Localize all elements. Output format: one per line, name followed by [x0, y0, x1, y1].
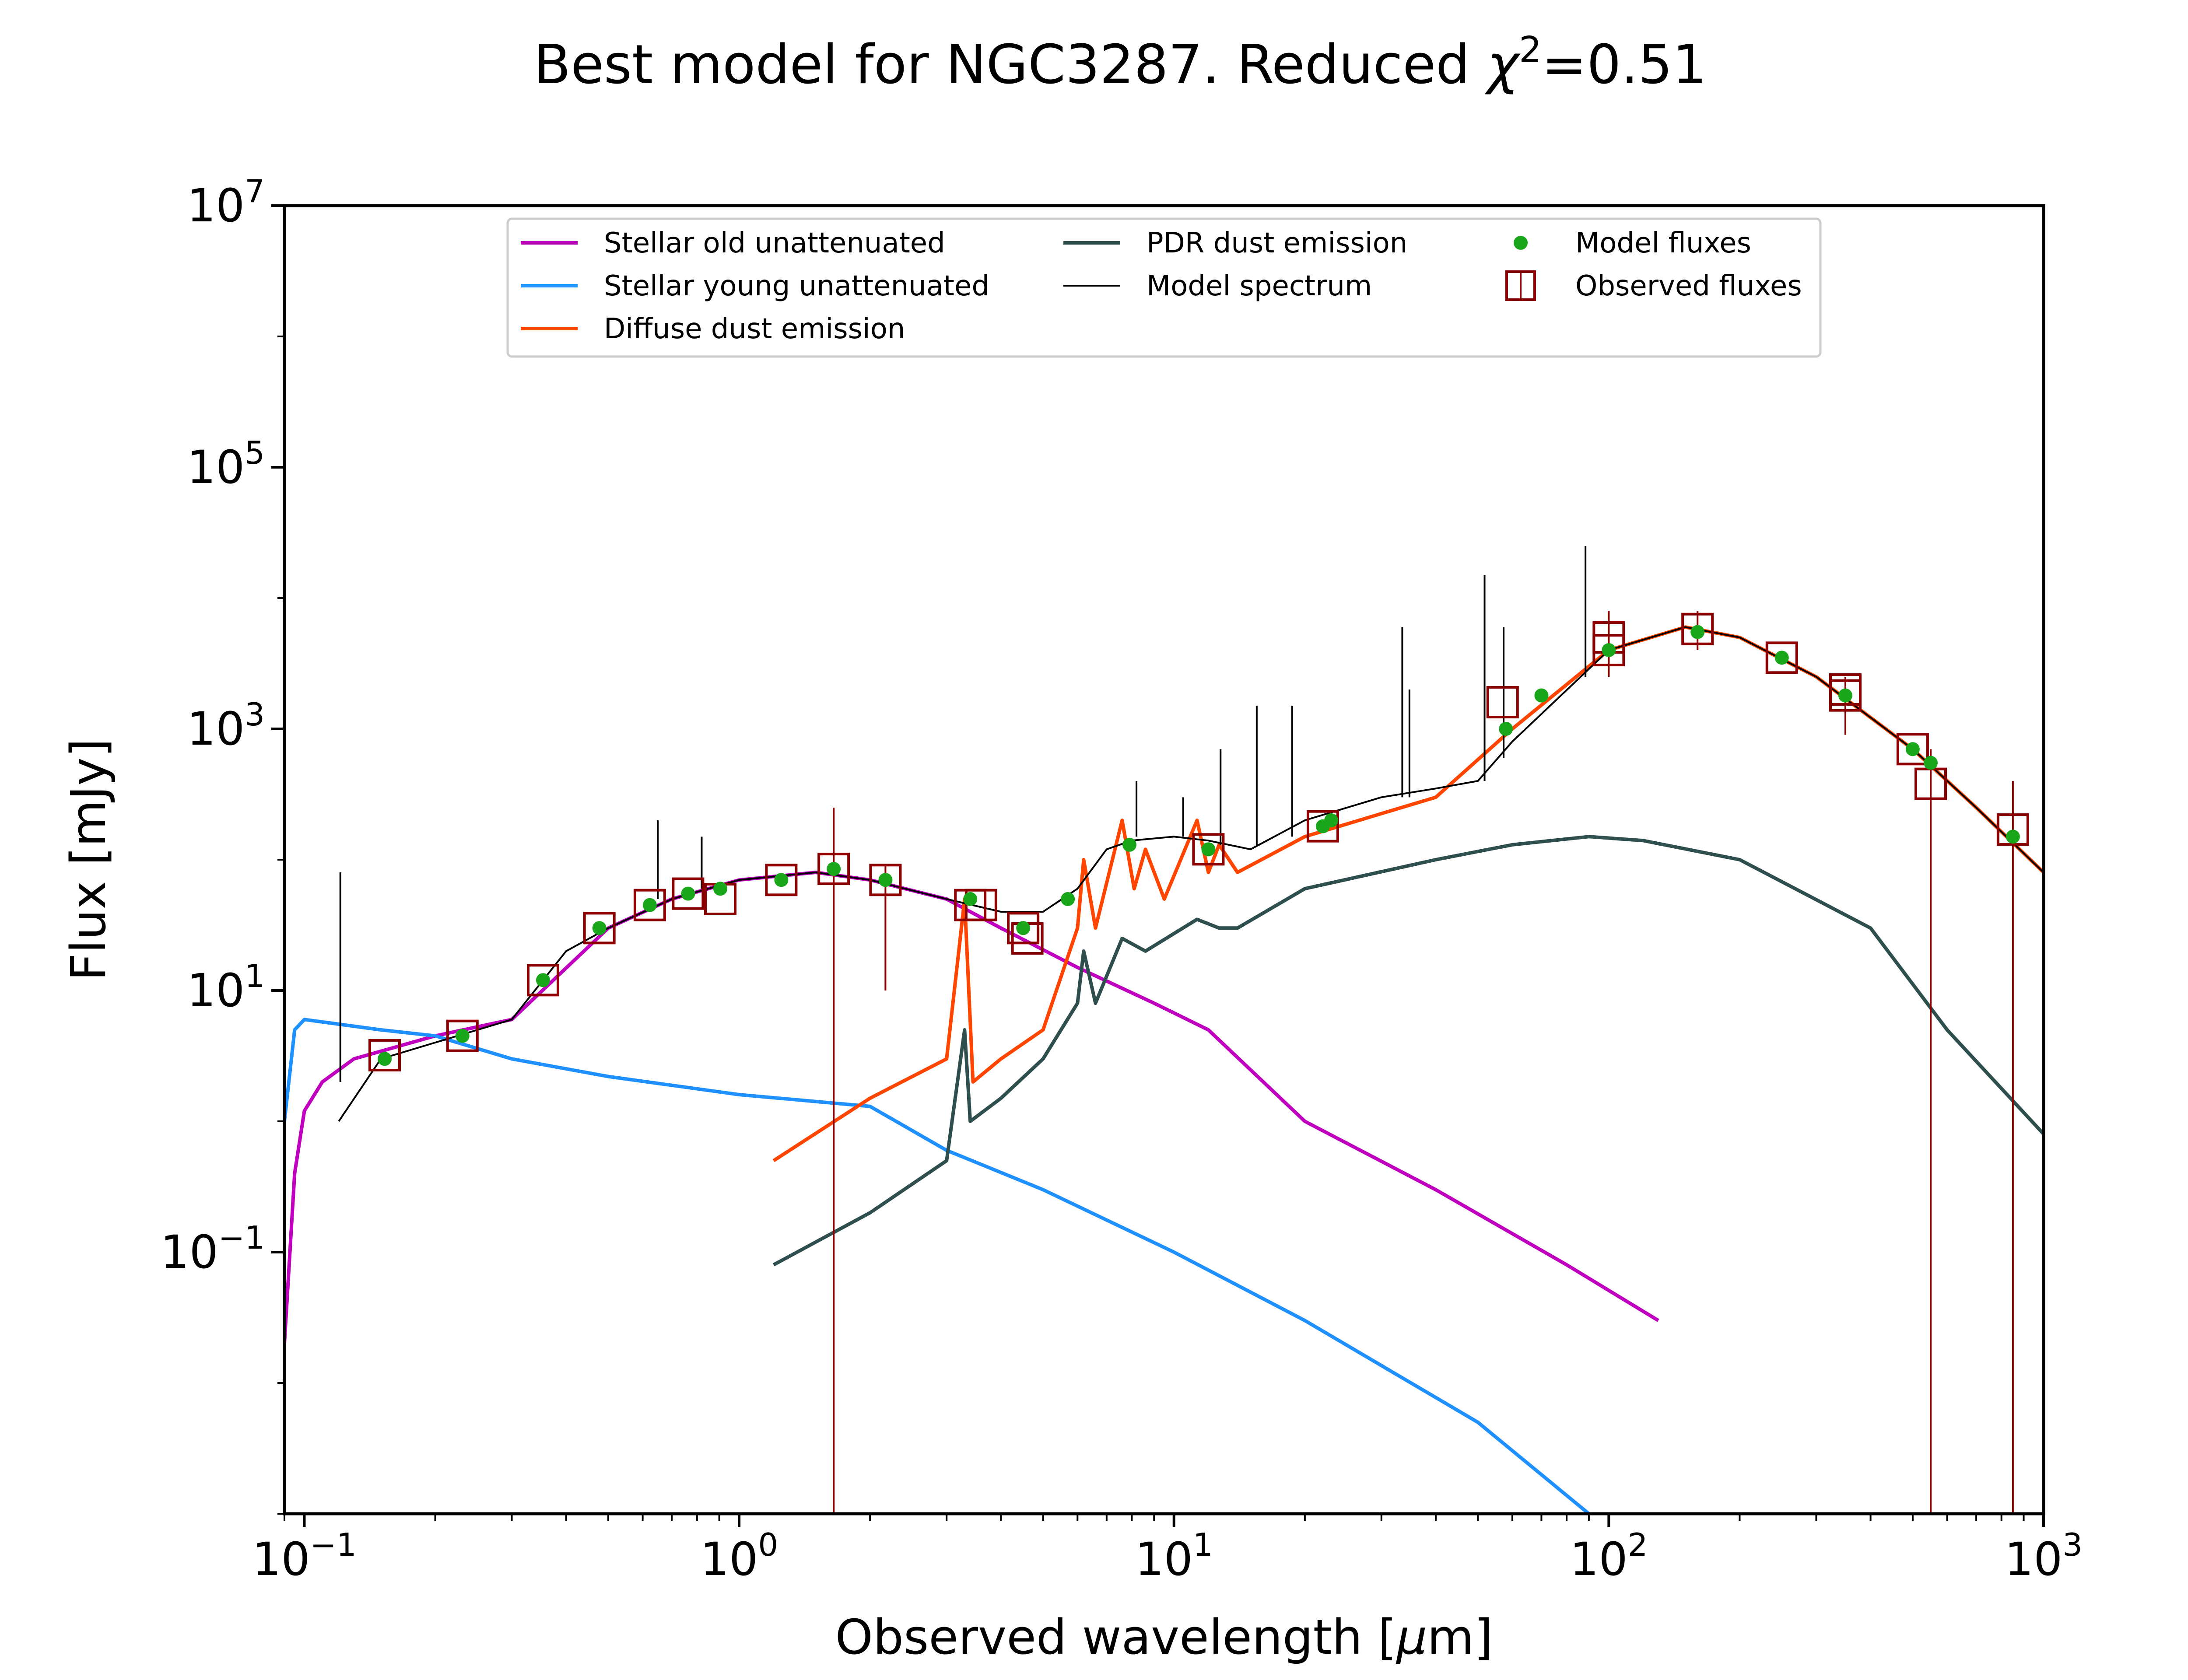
model-flux-12	[1061, 892, 1075, 906]
model-flux-19	[1602, 643, 1616, 657]
x-tick-label-1: 100	[700, 1526, 778, 1586]
model-flux-16	[1324, 813, 1339, 827]
model-flux-5	[681, 886, 695, 901]
y-tick-label-4: 107	[187, 173, 265, 232]
observed-flux-11	[964, 889, 997, 921]
x-tick-label-3: 102	[1570, 1526, 1648, 1586]
observed-flux-5	[672, 877, 705, 910]
y-tick-label-0: 10−1	[161, 1219, 265, 1279]
y-tick-label-2: 103	[187, 696, 265, 756]
model-flux-21	[1774, 651, 1789, 665]
chart-title: Best model for NGC3287. Reduced χ2=0.51	[534, 29, 1707, 96]
y-tick-label-3: 105	[187, 434, 265, 494]
observed-flux-23	[1896, 733, 1929, 766]
legend: Stellar old unattenuated Stellar young un…	[506, 217, 1822, 358]
model-flux-2	[536, 973, 550, 987]
model-flux-17	[1499, 722, 1513, 736]
error-bars-layer	[833, 610, 2014, 1514]
model-flux-24	[1924, 756, 1938, 770]
model-flux-22	[1838, 688, 1852, 703]
observed-flux-18	[1592, 634, 1625, 666]
y-tick-label-1: 101	[187, 958, 265, 1017]
series-line-3	[772, 835, 2044, 1267]
x-axis: 10−1 100 101 102 103	[252, 1514, 2083, 1586]
observed-flux-0	[368, 1039, 401, 1071]
observed-flux-1	[446, 1019, 479, 1052]
x-axis-label: Observed wavelength [μm]	[835, 1609, 1493, 1665]
model-flux-11	[1016, 921, 1031, 935]
series-line-1	[284, 1018, 1590, 1514]
observed-flux-2	[526, 964, 559, 997]
model-fluxes-layer	[377, 625, 2020, 1066]
model-flux-25	[2006, 830, 2020, 844]
observed-flux-15	[1306, 810, 1339, 843]
y-axis: 10−1 101 103 105 107	[161, 173, 284, 1515]
observed-flux-14	[1192, 833, 1225, 866]
observed-flux-3	[583, 912, 616, 945]
observed-flux-8	[817, 853, 850, 886]
observed-flux-16	[1486, 686, 1519, 718]
observed-flux-12	[1007, 912, 1040, 945]
model-flux-6	[713, 882, 728, 896]
x-tick-label-0: 10−1	[252, 1526, 356, 1586]
legend-label-4: Model spectrum	[1147, 270, 1372, 302]
observed-flux-20	[1765, 641, 1798, 674]
emission-lines-layer	[339, 546, 1587, 1082]
legend-label-1: Stellar young unattenuated	[604, 270, 989, 302]
legend-box	[506, 217, 1822, 358]
observed-flux-19	[1681, 612, 1714, 645]
x-tick-label-2: 101	[1135, 1526, 1213, 1586]
model-flux-8	[827, 862, 841, 876]
model-flux-10	[963, 892, 978, 906]
model-flux-20	[1690, 625, 1705, 639]
model-flux-7	[774, 873, 789, 887]
model-flux-1	[455, 1029, 470, 1043]
model-flux-3	[592, 921, 607, 935]
observed-flux-9	[869, 864, 902, 896]
legend-swatch-5	[1514, 236, 1528, 250]
legend-label-5: Model fluxes	[1575, 227, 1751, 259]
observed-flux-22	[1829, 673, 1862, 706]
model-flux-9	[878, 873, 893, 887]
model-flux-18	[1534, 688, 1549, 703]
x-tick-label-4: 103	[2005, 1526, 2083, 1586]
model-flux-0	[377, 1052, 392, 1066]
model-flux-13	[1122, 837, 1137, 852]
legend-label-2: Diffuse dust emission	[604, 313, 905, 345]
observed-fluxes-layer	[368, 612, 2029, 1071]
observed-flux-7	[765, 864, 798, 896]
model-flux-23	[1905, 742, 1920, 756]
model-flux-4	[642, 898, 657, 912]
observed-flux-25	[1996, 813, 2029, 846]
model-flux-14	[1201, 842, 1216, 857]
legend-label-6: Observed fluxes	[1575, 270, 1802, 302]
y-axis-label: Flux [mJy]	[60, 738, 116, 981]
legend-label-3: PDR dust emission	[1147, 227, 1407, 259]
legend-label-0: Stellar old unattenuated	[604, 227, 945, 259]
observed-flux-4	[633, 889, 666, 921]
